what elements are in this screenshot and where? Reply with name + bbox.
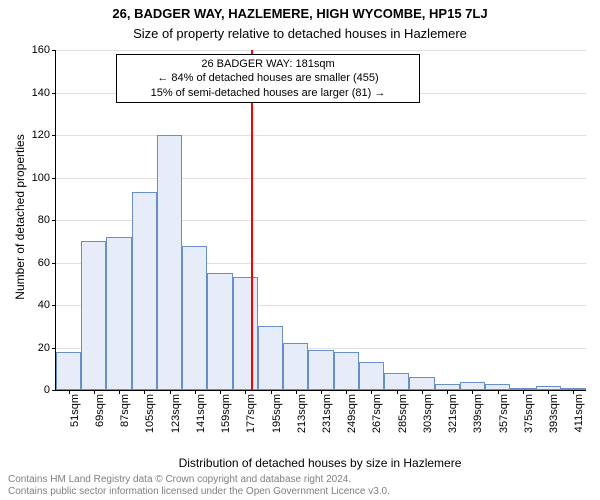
histogram-bar [384,373,409,390]
annotation-box: 26 BADGER WAY: 181sqm← 84% of detached h… [116,54,420,103]
xtick-label: 321sqm [447,390,459,433]
histogram-bar [182,246,207,391]
xtick-label: 105sqm [144,390,156,433]
xtick-label: 303sqm [422,390,434,433]
ytick-label: 80 [22,214,56,226]
annotation-line3: 15% of semi-detached houses are larger (… [123,86,413,100]
ytick-label: 140 [22,87,56,99]
xtick-label: 231sqm [321,390,333,433]
xtick-label: 375sqm [523,390,535,433]
ytick-label: 0 [22,384,56,396]
xtick-label: 393sqm [548,390,560,433]
attribution-text: Contains HM Land Registry data © Crown c… [8,474,390,498]
xtick-label: 357sqm [498,390,510,433]
histogram-bar [258,326,283,390]
histogram-bar [308,350,333,390]
histogram-bar [283,343,308,390]
ytick-label: 40 [22,299,56,311]
chart-title-address: 26, BADGER WAY, HAZLEMERE, HIGH WYCOMBE,… [0,6,600,21]
xtick-label: 51sqm [69,390,81,427]
gridline [56,135,586,136]
xtick-label: 213sqm [296,390,308,433]
histogram-bar [106,237,131,390]
histogram-bar [207,273,232,390]
xtick-label: 411sqm [573,390,585,432]
ytick-label: 100 [22,172,56,184]
xtick-label: 69sqm [94,390,106,427]
xtick-label: 339sqm [472,390,484,433]
xtick-label: 177sqm [245,390,257,433]
xtick-label: 123sqm [170,390,182,433]
histogram-bar [334,352,359,390]
xtick-label: 195sqm [271,390,283,433]
xtick-label: 285sqm [397,390,409,433]
ytick-label: 60 [22,257,56,269]
annotation-line2: ← 84% of detached houses are smaller (45… [123,71,413,85]
ytick-label: 120 [22,129,56,141]
x-axis-label: Distribution of detached houses by size … [55,456,585,470]
xtick-label: 159sqm [220,390,232,433]
histogram-bar [409,377,434,390]
histogram-bar [460,382,485,391]
xtick-label: 87sqm [119,390,131,427]
histogram-bar [233,277,258,390]
histogram-bar [157,135,182,390]
annotation-line1: 26 BADGER WAY: 181sqm [123,57,413,71]
plot-area: 02040608010012014016051sqm69sqm87sqm105s… [55,50,586,391]
attribution-line2: Contains public sector information licen… [8,486,390,498]
xtick-label: 267sqm [371,390,383,433]
histogram-bar [359,362,384,390]
attribution-line1: Contains HM Land Registry data © Crown c… [8,474,390,486]
ytick-label: 20 [22,342,56,354]
xtick-label: 141sqm [195,390,207,433]
gridline [56,178,586,179]
ytick-label: 160 [22,44,56,56]
histogram-bar [81,241,106,390]
histogram-bar [132,192,157,390]
gridline [56,50,586,51]
chart-subtitle: Size of property relative to detached ho… [0,26,600,41]
xtick-label: 249sqm [346,390,358,433]
histogram-bar [56,352,81,390]
